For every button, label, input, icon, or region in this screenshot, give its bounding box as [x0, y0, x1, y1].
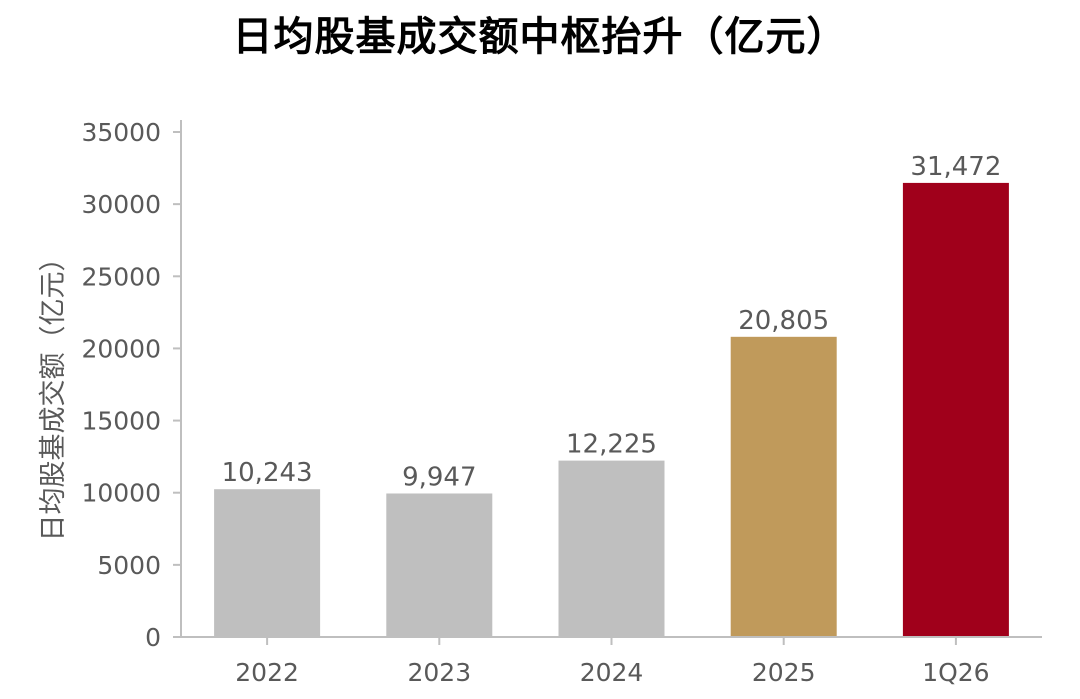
y-tick-label: 20000	[81, 334, 161, 363]
bar-2023	[386, 493, 493, 637]
x-tick-label-2024: 2024	[580, 658, 644, 687]
y-tick-label: 0	[145, 623, 161, 652]
data-label-2022: 10,243	[222, 458, 313, 488]
bar-2022	[214, 489, 321, 637]
bar-1Q26	[902, 182, 1009, 638]
y-axis-title: 日均股基成交额（亿元）	[38, 245, 69, 542]
y-tick-label: 30000	[81, 190, 161, 219]
data-label-2024: 12,225	[566, 430, 657, 460]
y-tick-label: 15000	[81, 407, 161, 436]
data-label-2025: 20,805	[738, 306, 829, 336]
chart-title: 日均股基成交额中枢抬升（亿元）	[232, 14, 848, 60]
x-tick-label-2022: 2022	[235, 658, 299, 687]
y-tick-label: 10000	[81, 479, 161, 508]
y-tick-label: 25000	[81, 262, 161, 291]
bar-2025	[730, 336, 837, 637]
data-label-1Q26: 31,472	[910, 152, 1001, 182]
bar-2024	[558, 460, 665, 637]
data-label-2023: 9,947	[402, 462, 476, 492]
x-tick-label-2025: 2025	[752, 658, 816, 687]
y-tick-label: 5000	[97, 551, 161, 580]
y-tick-label: 35000	[81, 118, 161, 147]
x-tick-label-2023: 2023	[407, 658, 471, 687]
x-tick-label-1Q26: 1Q26	[922, 658, 989, 687]
